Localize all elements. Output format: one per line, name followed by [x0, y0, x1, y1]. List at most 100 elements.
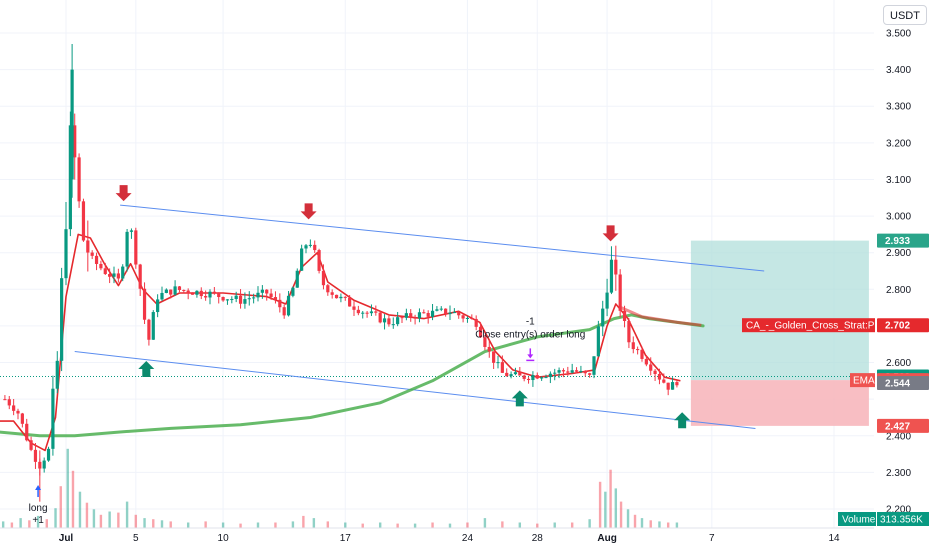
candle-body	[417, 312, 422, 319]
volume-bar	[302, 515, 305, 528]
candle-body	[230, 299, 234, 301]
volume-bar	[85, 502, 89, 528]
time-axis[interactable]: Jul 5 10 17 24 28 Aug 7 14	[0, 527, 874, 550]
candle-body	[151, 312, 155, 340]
candle-body	[225, 299, 230, 301]
candle-body	[640, 349, 644, 359]
candle-body	[662, 379, 666, 383]
candle-body	[190, 293, 195, 295]
volume-bar	[483, 518, 487, 528]
long-label: long	[29, 503, 48, 514]
volume-bar	[588, 519, 591, 528]
candle-body	[387, 318, 391, 325]
candle-body	[548, 373, 552, 378]
buy-arrow-icon	[674, 412, 691, 429]
ema-legend-text: EMA	[853, 376, 875, 387]
candle-body	[308, 244, 312, 246]
candle-body	[156, 299, 160, 313]
candle-body	[535, 375, 539, 379]
trend-channel[interactable]	[74, 204, 765, 429]
candle-body	[147, 319, 151, 340]
price-tags: CA_-_Golden_Cross_Strat:Plot EMA Volume …	[742, 233, 929, 526]
candle-body	[352, 306, 356, 310]
candle-body	[439, 308, 443, 310]
candle-body	[513, 372, 518, 375]
candle-body	[217, 292, 221, 298]
candle-body	[81, 201, 86, 241]
volume-bar	[326, 521, 330, 528]
candle-body	[444, 308, 448, 315]
candle-body	[365, 312, 369, 314]
candle-body	[426, 313, 430, 317]
time-tick-label: 28	[532, 533, 544, 544]
candle-body	[500, 362, 504, 373]
candle-body	[164, 289, 168, 293]
candle-body	[356, 309, 360, 314]
candle-body	[544, 377, 548, 379]
candle-body	[300, 248, 304, 271]
candle-body	[636, 349, 640, 351]
volume-bar	[619, 501, 623, 528]
volume-bar	[466, 522, 469, 528]
candle-body	[596, 326, 600, 357]
price-axis-bg	[874, 0, 932, 550]
buy-arrow-icon	[138, 361, 155, 378]
price-tick-label: 2.400	[886, 431, 911, 442]
candle-body	[125, 231, 129, 267]
currency-button[interactable]: USDT	[883, 5, 927, 25]
candle-body	[116, 273, 120, 279]
candle-body	[265, 289, 269, 294]
channel-lower-line[interactable]	[74, 351, 756, 429]
price-tag-bg	[877, 418, 929, 433]
candle-body	[592, 356, 596, 375]
volume-bar	[518, 522, 522, 528]
candle-body	[12, 405, 16, 411]
price-tick-label: 3.100	[886, 175, 911, 186]
candle-body	[609, 259, 614, 293]
candle-body	[374, 311, 378, 313]
candle-body	[317, 250, 321, 271]
price-tick-label: 2.600	[886, 358, 911, 369]
candle-body	[129, 230, 134, 232]
price-tag-bg	[877, 318, 929, 333]
channel-upper-line[interactable]	[120, 204, 765, 272]
volume-bar	[152, 519, 155, 528]
candle-body	[173, 286, 177, 295]
candle-body	[478, 326, 483, 338]
candle-body	[570, 370, 574, 373]
candle-body	[321, 270, 326, 286]
volume-bar	[160, 520, 164, 528]
candle-body	[531, 375, 535, 381]
volume-bar	[614, 488, 618, 528]
candle-body	[247, 298, 251, 300]
candle-body	[86, 240, 90, 253]
candle-body	[256, 292, 260, 298]
candle-body	[496, 362, 500, 364]
candle-body	[343, 296, 347, 298]
candle-body	[112, 273, 116, 277]
time-tick-label: 24	[462, 533, 474, 544]
candle-body	[670, 382, 675, 390]
price-tag-label: 2.702	[885, 321, 910, 332]
volume-bar	[598, 481, 602, 528]
candle-body	[138, 264, 142, 289]
candle-body	[29, 440, 33, 450]
candle-body	[505, 372, 509, 377]
candle-body	[169, 289, 173, 295]
volume-bar	[45, 519, 48, 528]
candle-body	[522, 375, 526, 379]
price-tick-label: 3.300	[886, 102, 911, 113]
candle-body	[361, 312, 365, 314]
price-tag-label: 2.427	[885, 421, 910, 432]
volume-bar	[649, 520, 652, 528]
price-tick-label: 3.400	[886, 65, 911, 76]
price-axis[interactable]: 3.500 3.400 3.300 3.200 3.100 3.000 2.900 2.800…	[874, 0, 932, 550]
candle-body	[252, 297, 256, 299]
candle-body	[470, 317, 474, 319]
candle-body	[51, 388, 55, 449]
close-qty-label: -1	[526, 316, 535, 327]
volume-bar	[99, 514, 103, 528]
volume-bar	[108, 511, 111, 528]
volume-bar	[59, 486, 62, 528]
